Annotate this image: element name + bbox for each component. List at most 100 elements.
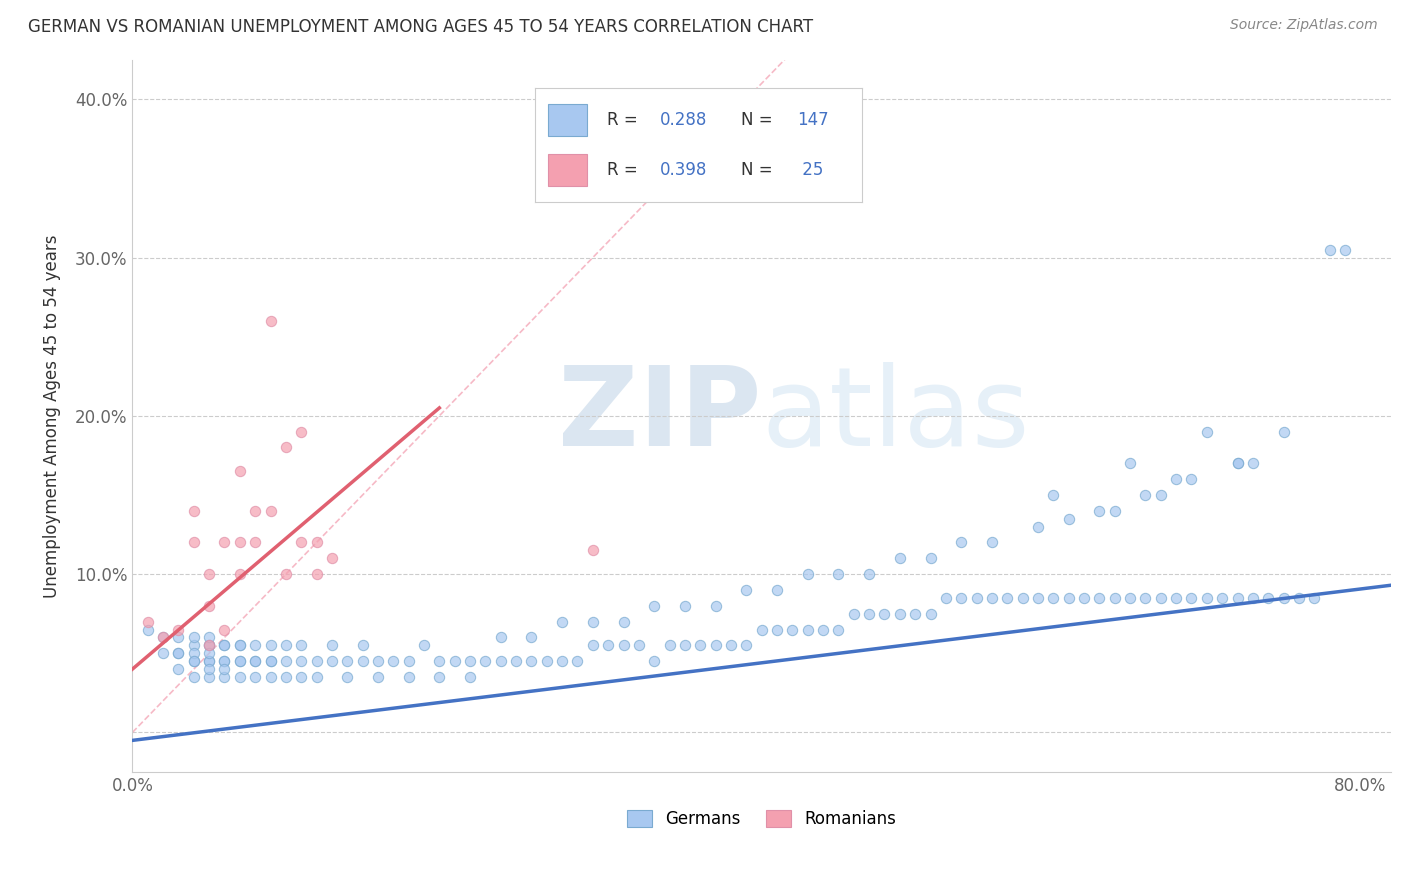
Point [398, 670, 420, 684]
Point [198, 639, 221, 653]
Point [229, 670, 252, 684]
Point [198, 639, 221, 653]
Point [1026, 519, 1049, 533]
Point [229, 464, 252, 478]
Point [582, 639, 605, 653]
Point [1226, 456, 1249, 470]
Point [1164, 472, 1187, 486]
Point [766, 623, 789, 637]
Point [152, 631, 174, 645]
Point [259, 314, 281, 328]
Point [673, 639, 696, 653]
Point [198, 646, 221, 660]
Point [152, 631, 174, 645]
Point [966, 591, 988, 605]
Point [889, 551, 911, 566]
Point [551, 654, 574, 668]
Point [214, 623, 236, 637]
Point [1011, 591, 1033, 605]
Point [214, 654, 236, 668]
Point [842, 607, 865, 621]
Point [1104, 504, 1126, 518]
Point [689, 639, 711, 653]
Point [658, 639, 681, 653]
Point [474, 654, 496, 668]
Point [858, 567, 880, 582]
Point [643, 654, 665, 668]
Point [136, 615, 159, 629]
Point [243, 670, 266, 684]
Point [413, 639, 436, 653]
Point [1057, 591, 1080, 605]
Point [198, 654, 221, 668]
Point [751, 623, 773, 637]
Point [1226, 591, 1249, 605]
Point [1119, 591, 1142, 605]
Point [443, 654, 465, 668]
Point [1195, 425, 1218, 439]
Point [167, 646, 190, 660]
Point [1026, 591, 1049, 605]
Point [766, 582, 789, 597]
Point [1257, 591, 1279, 605]
Point [520, 654, 543, 668]
Point [336, 654, 359, 668]
Point [183, 535, 205, 549]
Point [321, 639, 343, 653]
Point [935, 591, 957, 605]
Point [735, 582, 758, 597]
Point [1057, 512, 1080, 526]
Point [1303, 591, 1326, 605]
Point [551, 615, 574, 629]
Point [567, 654, 589, 668]
Point [305, 535, 328, 549]
Point [198, 662, 221, 676]
Point [1241, 456, 1264, 470]
Point [274, 654, 297, 668]
Point [229, 567, 252, 582]
Point [582, 543, 605, 558]
Point [427, 654, 450, 668]
Point [704, 639, 727, 653]
Point [198, 670, 221, 684]
Point [489, 631, 512, 645]
Point [229, 639, 252, 653]
Point [352, 654, 374, 668]
Point [1180, 591, 1202, 605]
Point [167, 623, 190, 637]
Point [920, 607, 942, 621]
Point [183, 631, 205, 645]
Point [950, 535, 973, 549]
Point [520, 631, 543, 645]
Point [1272, 591, 1295, 605]
Point [183, 670, 205, 684]
Text: ZIP: ZIP [558, 362, 762, 469]
Point [290, 654, 312, 668]
Point [598, 639, 620, 653]
Point [167, 646, 190, 660]
Point [305, 654, 328, 668]
Point [167, 662, 190, 676]
Point [290, 535, 312, 549]
Point [811, 623, 834, 637]
Point [198, 654, 221, 668]
Point [980, 591, 1002, 605]
Point [259, 504, 281, 518]
Point [1088, 504, 1111, 518]
Point [183, 654, 205, 668]
Point [643, 599, 665, 613]
Text: atlas: atlas [762, 362, 1031, 469]
Point [152, 646, 174, 660]
Point [1164, 591, 1187, 605]
Point [889, 607, 911, 621]
Point [229, 639, 252, 653]
Point [274, 441, 297, 455]
Point [980, 535, 1002, 549]
Point [950, 591, 973, 605]
Point [305, 567, 328, 582]
Point [259, 639, 281, 653]
Point [920, 551, 942, 566]
Point [229, 535, 252, 549]
Point [1088, 591, 1111, 605]
Point [1226, 456, 1249, 470]
